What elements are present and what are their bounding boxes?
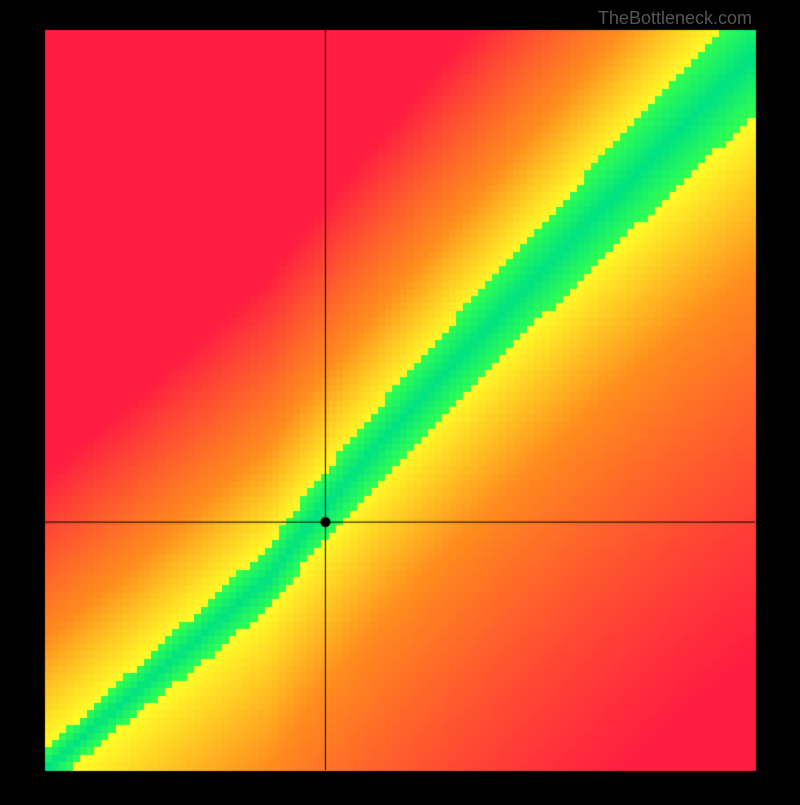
watermark-text: TheBottleneck.com <box>598 8 752 29</box>
bottleneck-heatmap-chart: TheBottleneck.com <box>0 0 800 800</box>
heatmap-canvas <box>0 0 800 800</box>
